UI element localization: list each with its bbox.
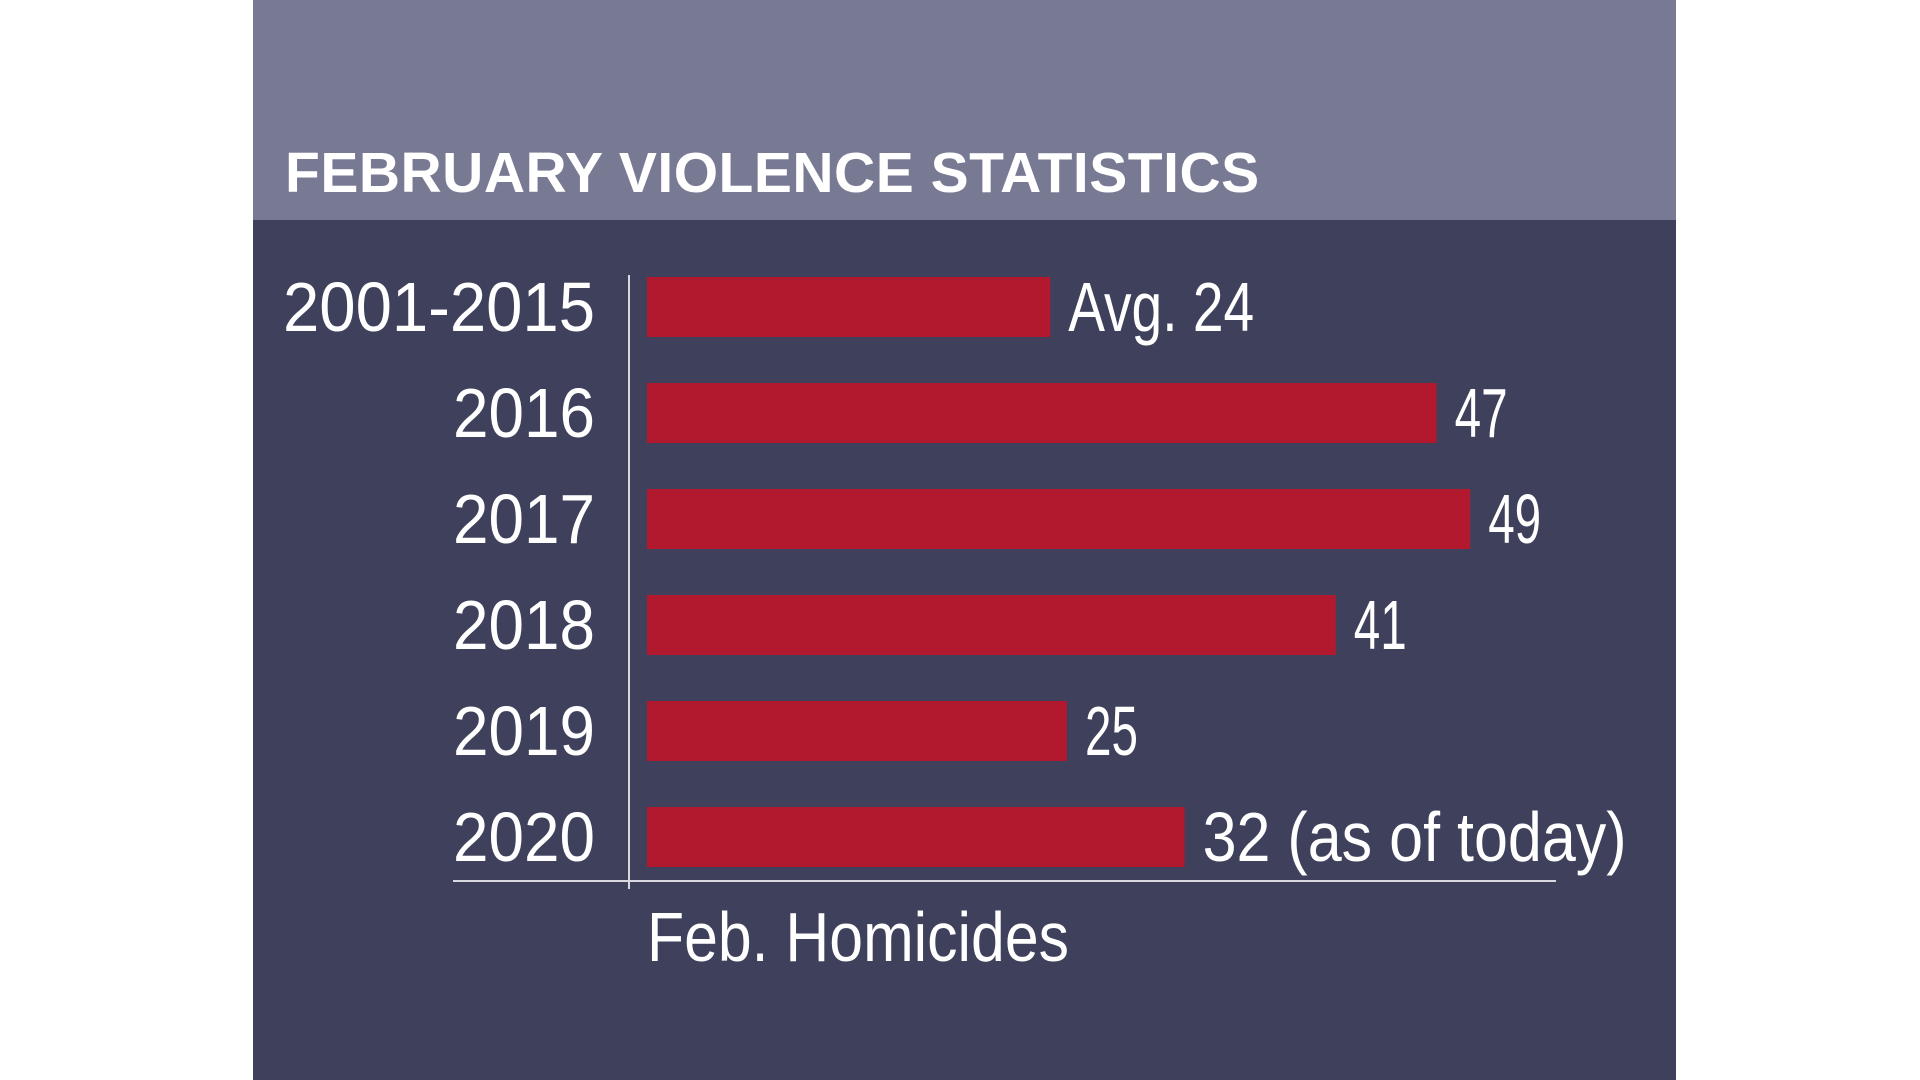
value-label-5: 32 (as of today) (1203, 798, 1627, 876)
x-axis-label: Feb. Homicides (647, 898, 1069, 976)
value-label-1: 47 (1455, 374, 1508, 452)
category-label-5: 2020 (453, 798, 595, 876)
value-label-0: Avg. 24 (1068, 268, 1254, 346)
category-label-4: 2019 (453, 692, 595, 770)
bar-4 (647, 701, 1067, 761)
value-label-3: 41 (1354, 586, 1407, 664)
bar-3 (647, 595, 1336, 655)
bars-layer (647, 277, 1471, 867)
category-label-0: 2001-2015 (283, 268, 595, 346)
category-label-1: 2016 (453, 374, 595, 452)
value-label-4: 25 (1085, 692, 1138, 770)
bar-2 (647, 489, 1471, 549)
value-label-2: 49 (1488, 480, 1541, 558)
header-band: FEBRUARY VIOLENCE STATISTICS (253, 0, 1676, 220)
bar-1 (647, 383, 1437, 443)
labels-layer: 2001-2015 Avg. 24 2016 47 2017 49 2018 41 2019 25… (283, 268, 1627, 876)
bar-5 (647, 807, 1185, 867)
bar-0 (647, 277, 1051, 337)
infographic-panel: FEBRUARY VIOLENCE STATISTICS 2001-2015 Av… (253, 0, 1676, 1080)
chart-title: FEBRUARY VIOLENCE STATISTICS (285, 141, 1260, 205)
category-label-3: 2018 (453, 586, 595, 664)
bar-chart: 2001-2015 Avg. 24 2016 47 2017 49 2018 41 2019 25… (283, 268, 1627, 976)
category-label-2: 2017 (453, 480, 595, 558)
